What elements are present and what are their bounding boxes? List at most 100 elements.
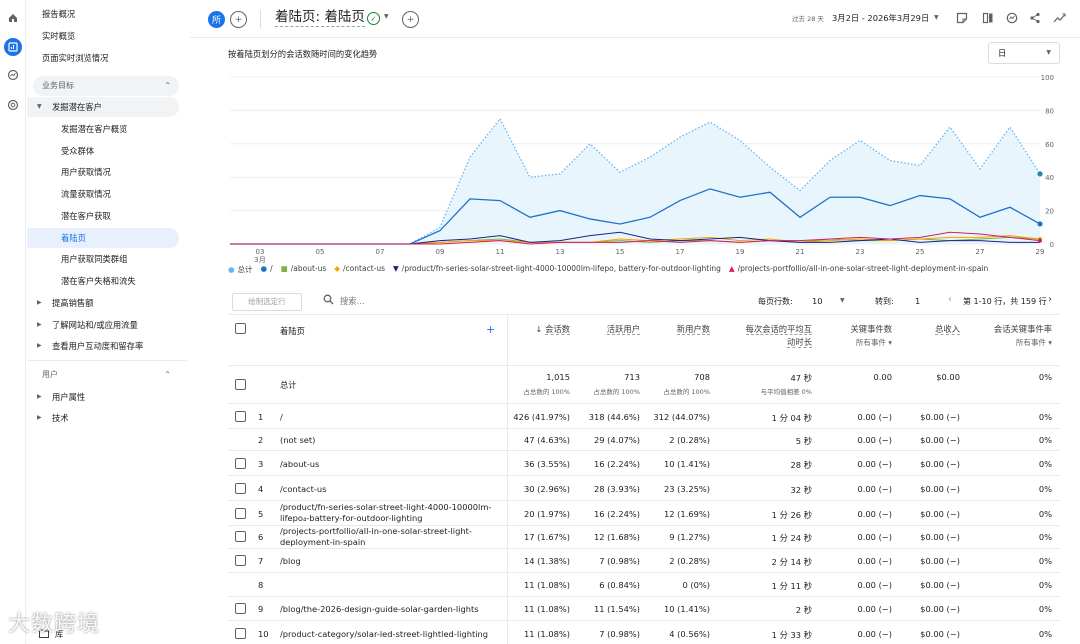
section-business-objectives[interactable]: 业务目标 ⌃	[33, 76, 179, 96]
row-checkbox[interactable]	[235, 555, 246, 566]
nav-lead-acquisition[interactable]: 潜在客户获取	[61, 211, 111, 221]
total-key-events: 0.00	[873, 372, 892, 382]
search-icon	[323, 294, 334, 308]
landing-page-link[interactable]: /product/fn-series-solar-street-light-40…	[280, 502, 500, 524]
landing-page-link[interactable]: /blog/the-2026-design-guide-solar-garden…	[280, 604, 479, 614]
nav-landing-page[interactable]: 着陆页	[27, 228, 179, 248]
row-checkbox[interactable]	[235, 531, 246, 542]
nav-user-acquisition[interactable]: 用户获取情况	[61, 167, 111, 177]
reports-icon[interactable]	[4, 38, 22, 56]
legend-label: /product/fn-series-solar-street-light-40…	[401, 264, 721, 273]
nav-group-generate-leads[interactable]: ▼ 发掘潜在客户	[27, 97, 179, 117]
table-row: 8 11 (1.08%) 6 (0.84%) 0 (0%) 1 分 11 秒 0.00 (…	[228, 573, 1060, 597]
date-range-picker[interactable]: 3月2日 - 2026年3月29日	[832, 13, 930, 23]
share-icon[interactable]	[1027, 10, 1043, 26]
row-checkbox[interactable]	[235, 457, 246, 469]
landing-page-link[interactable]: /	[280, 411, 283, 422]
goto-input[interactable]: 1	[915, 296, 921, 306]
col-key-event-rate[interactable]: 会话关键事件率 所有事件 ▾	[968, 323, 1052, 349]
check-circle-icon[interactable]: ✓	[367, 12, 380, 25]
nav-leads-overview[interactable]: 发掘潜在客户概览	[61, 124, 128, 134]
landing-page-line2: deployment-in-spain	[280, 537, 366, 547]
row-checkbox[interactable]	[235, 410, 246, 422]
totals-checkbox[interactable]	[235, 379, 246, 390]
landing-page-link[interactable]: /contact-us	[280, 483, 327, 494]
key-events-filter[interactable]: 所有事件 ▾	[855, 338, 892, 347]
table-row: 4/contact-us 30 (2.96%) 28 (3.93%) 23 (3.25…	[228, 476, 1060, 501]
legend-product[interactable]: ▼/product/fn-series-solar-street-light-4…	[393, 264, 721, 275]
prev-page-icon[interactable]: ‹	[948, 294, 952, 305]
legend-projects[interactable]: ▲/projects-portfollio/all-in-one-solar-s…	[729, 264, 988, 275]
nav-reports-snapshot[interactable]: 报告概况	[42, 9, 76, 19]
nav-tech[interactable]: ▶ 技术	[27, 408, 179, 428]
key-event-rate-filter[interactable]: 所有事件 ▾	[1015, 338, 1052, 347]
plot-rows-button[interactable]: 绘制选定行	[232, 293, 302, 311]
landing-page-link[interactable]: /product-category/solar-led-street-light…	[280, 628, 489, 639]
nav-traffic-acquisition[interactable]: 流量获取情况	[61, 189, 111, 199]
col-total-revenue[interactable]: 总收入	[902, 323, 960, 336]
caret-down-icon[interactable]: ▼	[840, 297, 845, 304]
row-checkbox[interactable]	[235, 482, 246, 494]
side-nav: 报告概况 实时概览 页面实时浏览情况 业务目标 ⌃ ▼ 发掘潜在客户 发掘潜在客…	[27, 0, 187, 644]
new-users-cell: 4 (0.56%)	[669, 628, 710, 639]
col-landing-page[interactable]: 着陆页	[280, 326, 305, 336]
home-icon[interactable]	[4, 9, 22, 27]
legend-total[interactable]: ● 总计	[228, 264, 253, 275]
active-users-cell: 7 (0.98%)	[599, 628, 640, 639]
add-comparison-button[interactable]: +	[230, 11, 247, 28]
landing-page-link[interactable]: (not set)	[280, 435, 316, 445]
nav-acquisition-cohort[interactable]: 用户获取同类群组	[61, 254, 128, 264]
search-input[interactable]	[340, 293, 440, 309]
projects-series-line	[230, 231, 1041, 245]
divider	[507, 404, 508, 429]
y-tick-label: 40	[1045, 174, 1054, 182]
nav-group-traffic[interactable]: ▶ 了解网站和/或应用流量	[27, 315, 179, 335]
row-checkbox[interactable]	[235, 507, 246, 519]
caret-down-icon[interactable]: ▼	[934, 14, 939, 21]
edit-comparison-icon[interactable]	[954, 10, 970, 26]
legend-contact[interactable]: ◆/contact-us	[334, 264, 385, 275]
total-sessions-sub: 占总数的 100%	[523, 388, 570, 396]
add-filter-button[interactable]: +	[402, 11, 419, 28]
comparison-chip[interactable]: 所	[208, 11, 225, 28]
legend-about[interactable]: ■/about-us	[281, 264, 327, 275]
table-row: 10/product-category/solar-led-street-lig…	[228, 621, 1060, 644]
nav-group-drive-sales[interactable]: ▶ 提高销售额	[27, 293, 179, 313]
root-end-point	[1037, 221, 1043, 227]
granularity-select[interactable]: 日 ▼	[988, 42, 1060, 64]
landing-page-link[interactable]: /projects-portfollio/all-in-one-solar-st…	[280, 526, 500, 548]
add-dimension-button[interactable]: +	[486, 323, 496, 336]
col-avg-engagement[interactable]: 每次会话的平均互 动时长	[718, 323, 812, 349]
trend-icon[interactable]	[1051, 10, 1067, 26]
insights-icon[interactable]	[1004, 10, 1020, 26]
nav-lead-disqualification[interactable]: 潜在客户失格和流失	[61, 276, 136, 286]
nav-library[interactable]: 库	[39, 628, 63, 640]
row-checkbox[interactable]	[235, 627, 246, 639]
col-sub-label: 所有事件	[1015, 338, 1046, 347]
next-page-icon[interactable]: ›	[1048, 294, 1052, 305]
col-sessions[interactable]: ↓ 会话数	[508, 323, 570, 336]
legend-root[interactable]: ● /	[261, 264, 273, 275]
y-tick-label: 0	[1050, 241, 1054, 249]
select-all-checkbox[interactable]	[235, 323, 246, 334]
nav-group-engagement[interactable]: ▶ 查看用户互动度和留存率	[27, 336, 179, 356]
section-user[interactable]: 用户 ⌃	[33, 365, 179, 385]
caret-down-icon[interactable]: ▼	[384, 13, 389, 20]
landing-page-link[interactable]: /about-us	[280, 458, 320, 469]
legend-marker: ●	[228, 265, 235, 274]
col-active-users[interactable]: 活跃用户	[578, 323, 640, 336]
nav-realtime-pages[interactable]: 页面实时浏览情况	[42, 53, 109, 63]
row-checkbox[interactable]	[235, 603, 246, 614]
compare-icon[interactable]	[980, 10, 996, 26]
landing-page-link[interactable]: /blog	[280, 556, 301, 566]
nav-user-attributes[interactable]: ▶ 用户属性	[27, 387, 179, 407]
avg-engagement-cell: 1 分 33 秒	[771, 629, 812, 640]
advertising-icon[interactable]	[4, 96, 22, 114]
nav-realtime-overview[interactable]: 实时概览	[42, 31, 76, 41]
explore-icon[interactable]	[4, 66, 22, 84]
y-tick-label: 80	[1045, 107, 1054, 115]
rows-per-page-select[interactable]: 10	[812, 296, 823, 306]
col-key-events[interactable]: 关键事件数 所有事件 ▾	[818, 323, 893, 349]
nav-audiences[interactable]: 受众群体	[61, 146, 95, 156]
col-new-users[interactable]: 新用户数	[648, 323, 710, 336]
